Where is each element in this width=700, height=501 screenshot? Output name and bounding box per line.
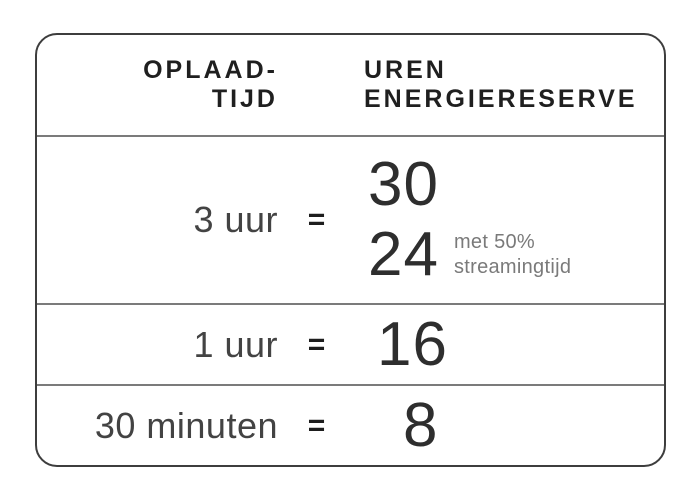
hours-value-secondary: 24: [368, 220, 439, 289]
streaming-note: met 50% streamingtijd: [454, 230, 571, 280]
streaming-note-line2: streamingtijd: [453, 256, 572, 278]
header-energy-reserve-line1: UREN: [364, 56, 447, 84]
row-value: 16: [355, 310, 664, 380]
row-label: 1 uur: [37, 324, 278, 366]
header-charge-time-line2: TIJD: [211, 85, 278, 113]
hours-value: 8: [403, 390, 439, 460]
row-value: 30 24 met 50% streamingtijd: [355, 150, 664, 290]
header-charge-time: OPLAAD- TIJD: [37, 56, 278, 114]
hours-value-secondary-line: 24 met 50% streamingtijd: [368, 220, 664, 290]
hours-value: 16: [377, 309, 448, 379]
equals-glyph: =: [307, 203, 326, 236]
charge-time-label: 3 uur: [193, 199, 278, 240]
header-energy-reserve: UREN ENERGIERESERVE: [278, 56, 664, 114]
equals-glyph: =: [307, 327, 326, 361]
equals-sign: =: [278, 328, 355, 362]
charge-time-label: 30 minuten: [94, 404, 278, 446]
row-label: 30 minuten: [37, 405, 278, 447]
charge-time-label: 1 uur: [193, 323, 278, 365]
hours-value-primary: 30: [368, 150, 439, 219]
table-header-row: OPLAAD- TIJD UREN ENERGIERESERVE: [37, 35, 664, 135]
header-energy-reserve-line2: ENERGIERESERVE: [364, 85, 638, 113]
row-value: 8: [355, 391, 664, 461]
equals-sign: =: [278, 409, 355, 443]
equals-glyph: =: [307, 408, 326, 442]
header-charge-time-line1: OPLAAD-: [143, 56, 278, 84]
table-row-3-uur: 3 uur = 30 24 met 50% streamingtijd: [37, 135, 664, 303]
streaming-note-line1: met 50%: [453, 231, 535, 253]
battery-reserve-table: OPLAAD- TIJD UREN ENERGIERESERVE 3 uur =…: [35, 33, 666, 467]
equals-sign: =: [278, 203, 355, 237]
table-row-30-minuten: 30 minuten = 8: [37, 384, 664, 465]
table-row-1-uur: 1 uur = 16: [37, 303, 664, 384]
row-label: 3 uur: [37, 199, 278, 241]
